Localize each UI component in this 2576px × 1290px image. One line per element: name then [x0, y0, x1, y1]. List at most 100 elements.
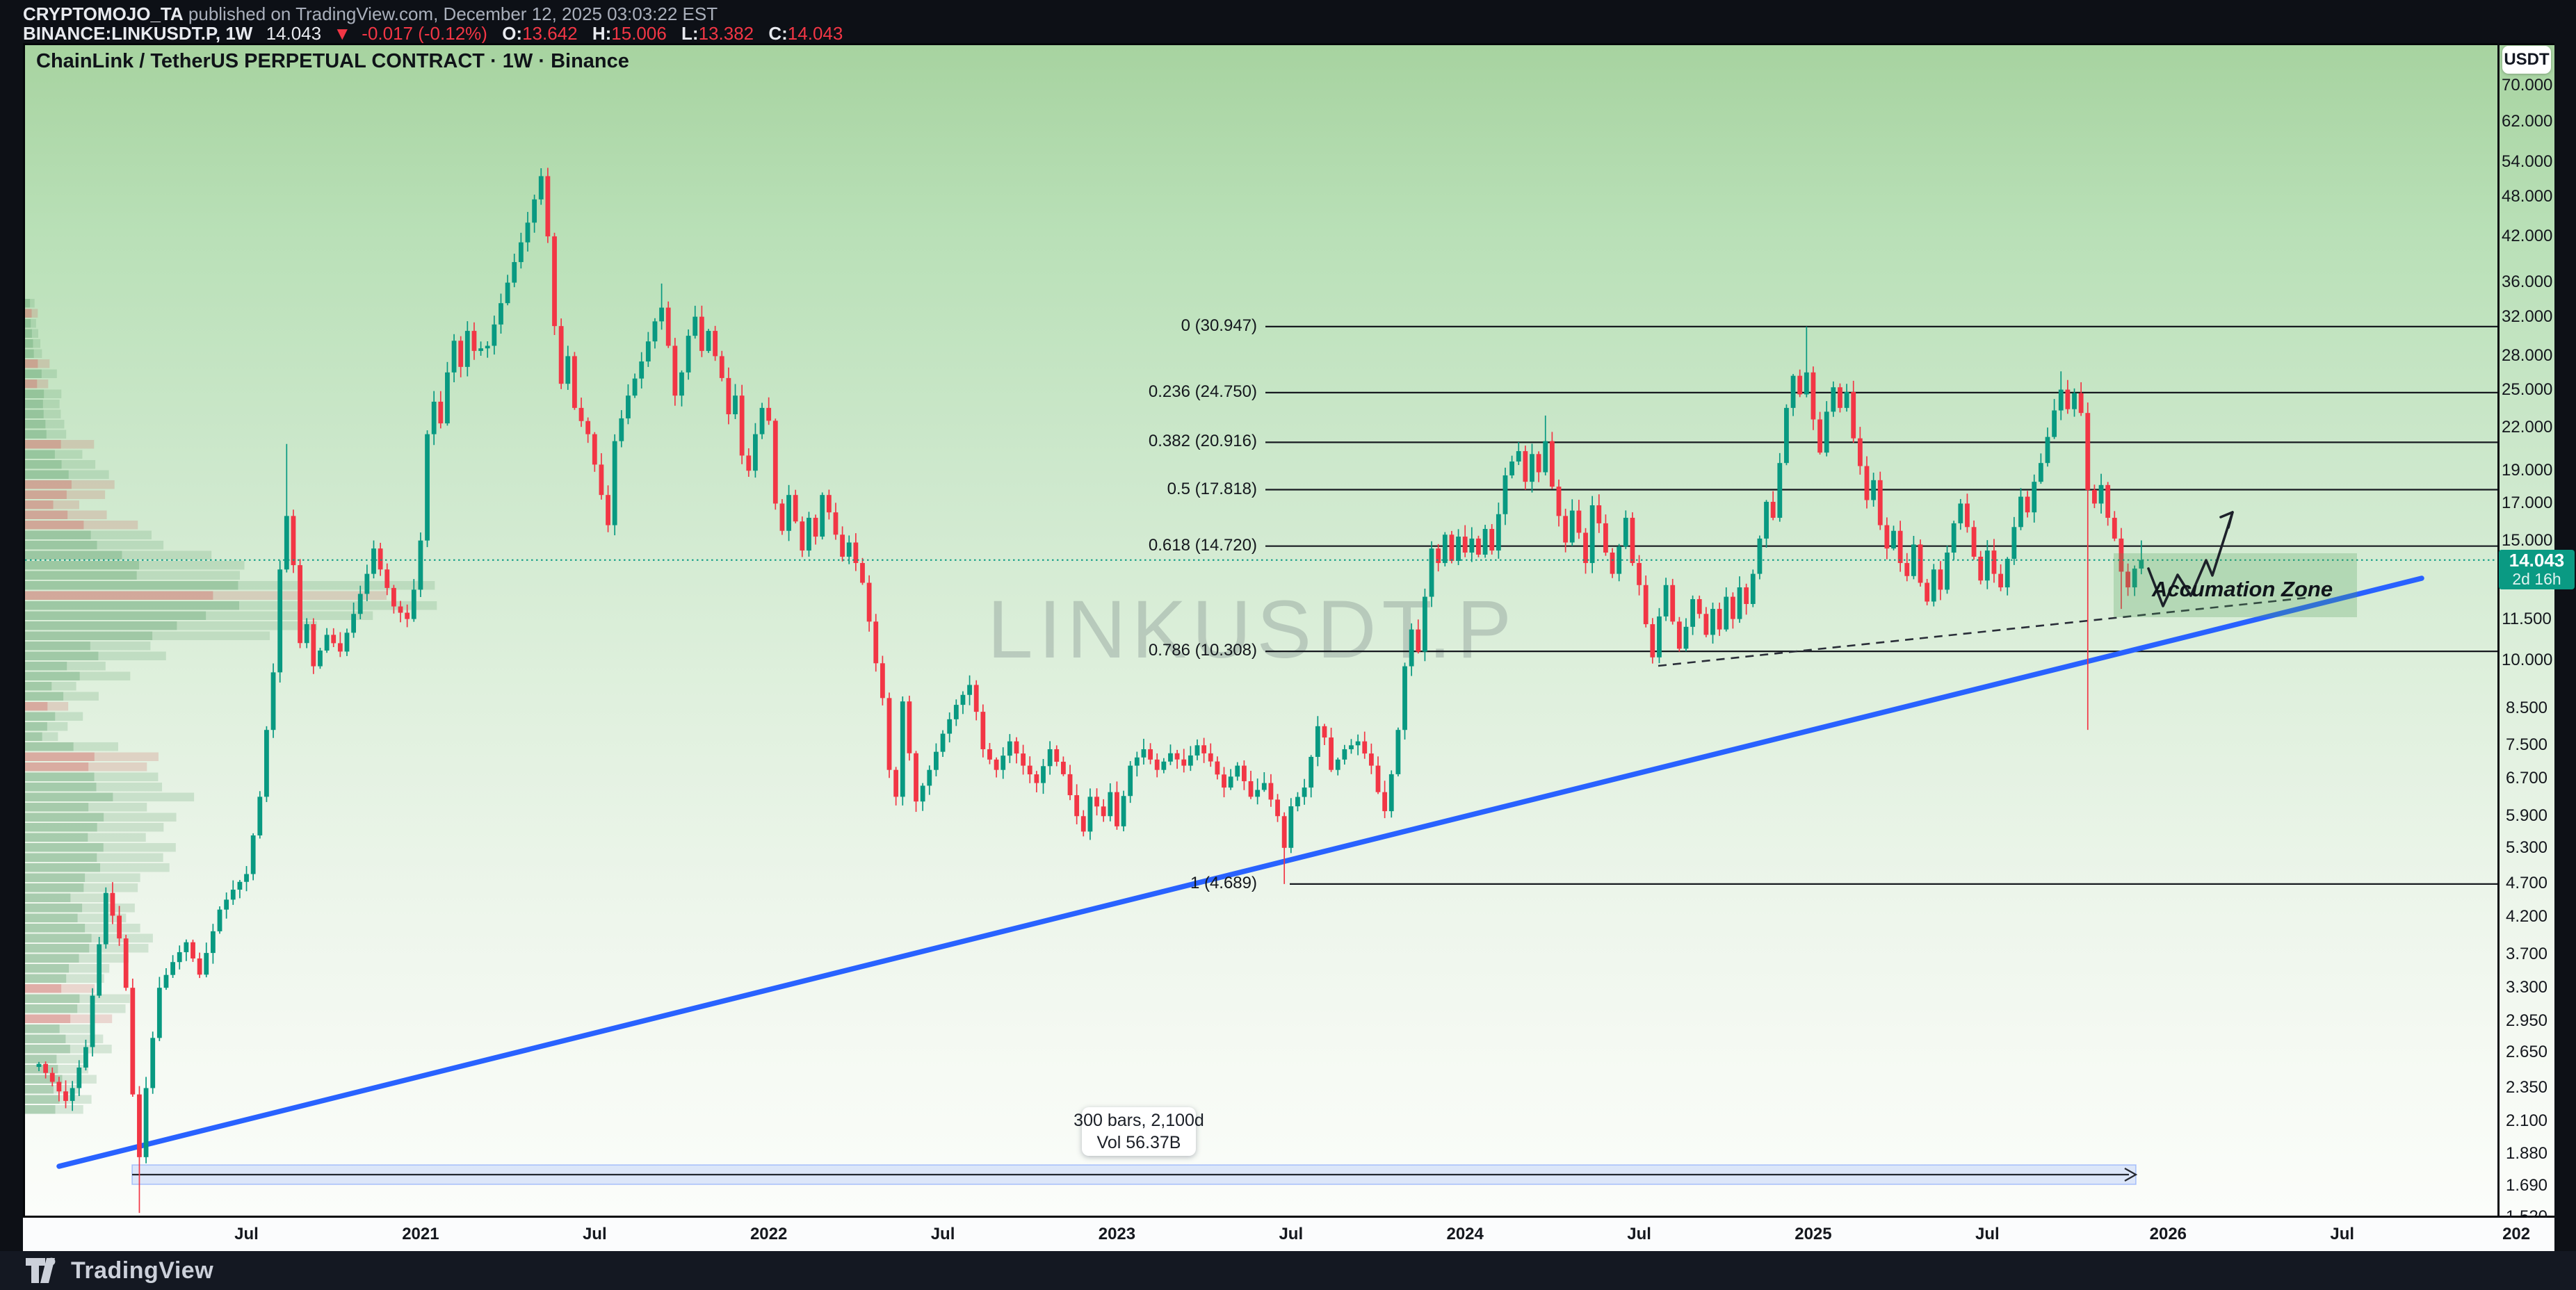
- candle: [739, 384, 745, 464]
- candle: [920, 783, 925, 811]
- candle: [665, 301, 671, 348]
- tradingview-logo[interactable]: TradingView: [25, 1257, 213, 1284]
- candle: [324, 628, 330, 653]
- support-trendline[interactable]: [56, 575, 2424, 1169]
- tradingview-logo-icon: [26, 1257, 56, 1283]
- time-axis[interactable]: Jul 2021 Jul 2022 Jul 2023 Jul 2024 Jul 2025 Jul 20…: [23, 1218, 2554, 1251]
- candle: [592, 432, 597, 472]
- projection-drawing[interactable]: [2147, 511, 2234, 607]
- candle: [900, 696, 905, 806]
- candle: [1784, 404, 1789, 466]
- candle: [606, 485, 610, 532]
- open-label: O:: [502, 23, 523, 44]
- candle: [1208, 743, 1213, 767]
- candle: [713, 325, 718, 361]
- candle: [1054, 745, 1060, 767]
- author-name: CRYPTOMOJO_TA: [23, 3, 184, 24]
- candle: [1449, 530, 1455, 564]
- candle: [1777, 452, 1783, 522]
- candle: [1074, 784, 1080, 825]
- candle: [1329, 728, 1334, 772]
- currency-button[interactable]: USDT: [2502, 46, 2551, 74]
- candle: [445, 361, 450, 426]
- candle: [2112, 511, 2117, 541]
- candle: [1047, 741, 1053, 775]
- candle: [177, 945, 182, 970]
- time-tick: Jul: [930, 1225, 955, 1243]
- price-tick: 2.650: [2505, 1043, 2548, 1062]
- candle: [418, 532, 423, 597]
- candle: [1576, 500, 1582, 539]
- candle: [1395, 727, 1401, 777]
- candle: [1764, 500, 1769, 548]
- symbol-name[interactable]: BINANCE:LINKUSDT.P, 1W: [23, 23, 253, 44]
- candle: [1181, 749, 1187, 773]
- candle: [1925, 578, 1930, 605]
- chart-area[interactable]: [23, 43, 2554, 1218]
- candle: [1041, 759, 1046, 794]
- candle: [940, 730, 946, 758]
- candle: [117, 906, 122, 946]
- candle: [1790, 374, 1796, 416]
- price-tick: 4.700: [2505, 873, 2548, 892]
- candle: [1442, 532, 1448, 566]
- candle: [337, 632, 343, 658]
- candle: [1402, 662, 1407, 740]
- price-tick: 17.000: [2502, 493, 2553, 513]
- candle: [411, 579, 416, 622]
- candle: [1877, 471, 1883, 530]
- candle: [1610, 548, 1615, 578]
- candle: [1978, 550, 1984, 585]
- time-tick: 2024: [1446, 1225, 1484, 1243]
- publish-text: published on TradingView.com, December 1…: [183, 3, 718, 24]
- bars-measure-band[interactable]: [131, 1164, 2138, 1185]
- time-tick: 2026: [2149, 1225, 2187, 1243]
- candle: [659, 283, 664, 330]
- candle: [1476, 535, 1481, 557]
- candle: [217, 906, 222, 934]
- candle: [2119, 528, 2124, 610]
- candle: [2025, 491, 2030, 518]
- candle: [1569, 499, 1575, 546]
- price-axis-border: [2497, 43, 2500, 1218]
- candle: [2125, 563, 2130, 596]
- candle: [826, 489, 832, 520]
- candle: [1676, 617, 1682, 652]
- chart-canvas[interactable]: [23, 43, 2554, 1218]
- candle: [1891, 525, 1896, 550]
- candle: [1998, 564, 2003, 591]
- candle: [1268, 774, 1274, 807]
- candle: [425, 430, 430, 548]
- candle: [2078, 382, 2084, 416]
- candle: [1027, 756, 1032, 783]
- candle: [518, 232, 524, 269]
- fib-level-label: 0.382 (20.916): [1148, 432, 1257, 451]
- bar-countdown: 2d 16h: [2512, 569, 2561, 588]
- candle: [994, 757, 999, 778]
- price-tick: 62.000: [2502, 111, 2553, 131]
- candle: [284, 443, 289, 573]
- candle: [1623, 510, 1628, 550]
- candle: [1730, 592, 1735, 629]
- candle: [987, 742, 992, 765]
- candle: [2105, 482, 2111, 526]
- candle: [759, 402, 765, 439]
- dashed-trendline[interactable]: [1658, 596, 2308, 667]
- candle: [130, 979, 136, 1097]
- candle: [779, 499, 785, 535]
- candle: [1549, 432, 1555, 489]
- candle: [726, 367, 731, 425]
- candle: [532, 195, 537, 233]
- candle: [357, 585, 363, 619]
- candle: [464, 321, 470, 377]
- candle: [1342, 744, 1347, 765]
- candle: [1388, 770, 1394, 818]
- candle: [1201, 737, 1207, 763]
- candle: [853, 533, 859, 571]
- time-tick: 2021: [402, 1225, 439, 1243]
- candle: [1128, 760, 1133, 803]
- fib-level-label: 0.786 (10.308): [1148, 641, 1257, 660]
- open-value: 13.642: [522, 23, 578, 44]
- candle: [97, 936, 102, 998]
- candle: [1188, 746, 1193, 771]
